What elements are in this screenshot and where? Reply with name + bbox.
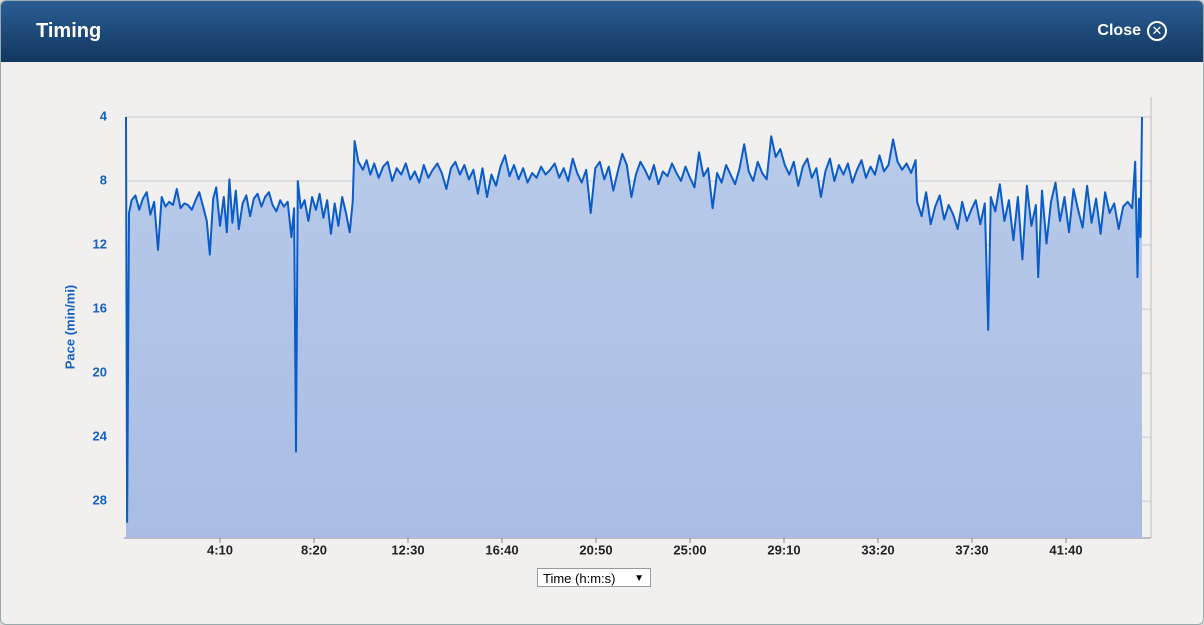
x-tick-label: 37:30 bbox=[955, 542, 988, 557]
x-tick-label: 29:10 bbox=[767, 542, 800, 557]
close-icon[interactable]: ✕ bbox=[1147, 21, 1167, 41]
y-tick-label: 12 bbox=[93, 236, 107, 251]
x-tick-label: 8:20 bbox=[301, 542, 327, 557]
line bbox=[125, 116, 1143, 523]
close-label[interactable]: Close bbox=[1097, 22, 1141, 39]
x-tick-label: 4:10 bbox=[207, 542, 233, 557]
x-tick-label: 25:00 bbox=[673, 542, 706, 557]
dialog-title: Timing bbox=[36, 20, 102, 42]
dialog-header: Timing Close ✕ bbox=[1, 1, 1203, 62]
y-tick-label: 20 bbox=[93, 365, 107, 380]
x-axis-selector[interactable]: Time (h:m:s) ▼ bbox=[537, 568, 651, 587]
x-tick-label: 41:40 bbox=[1049, 542, 1082, 557]
y-tick-label: 4 bbox=[100, 108, 108, 123]
y-tick-label: 24 bbox=[93, 429, 108, 444]
y-tick-label: 8 bbox=[100, 172, 107, 187]
close-button[interactable]: Close ✕ bbox=[1097, 21, 1167, 41]
dropdown-arrow[interactable]: ▼ bbox=[634, 573, 644, 584]
x-tick-label: 12:30 bbox=[391, 542, 424, 557]
x-axis-selector-label[interactable]: Time (h:m:s) bbox=[543, 571, 616, 586]
y-tick-label: 28 bbox=[93, 493, 107, 508]
x-tick-label: 20:50 bbox=[579, 542, 612, 557]
y-tick-label: 16 bbox=[93, 301, 107, 316]
x-tick-label: 16:40 bbox=[485, 542, 518, 557]
area-fill bbox=[126, 117, 1142, 538]
y-axis-label: Pace (min/mi) bbox=[62, 285, 77, 370]
x-tick-label: 33:20 bbox=[861, 542, 894, 557]
